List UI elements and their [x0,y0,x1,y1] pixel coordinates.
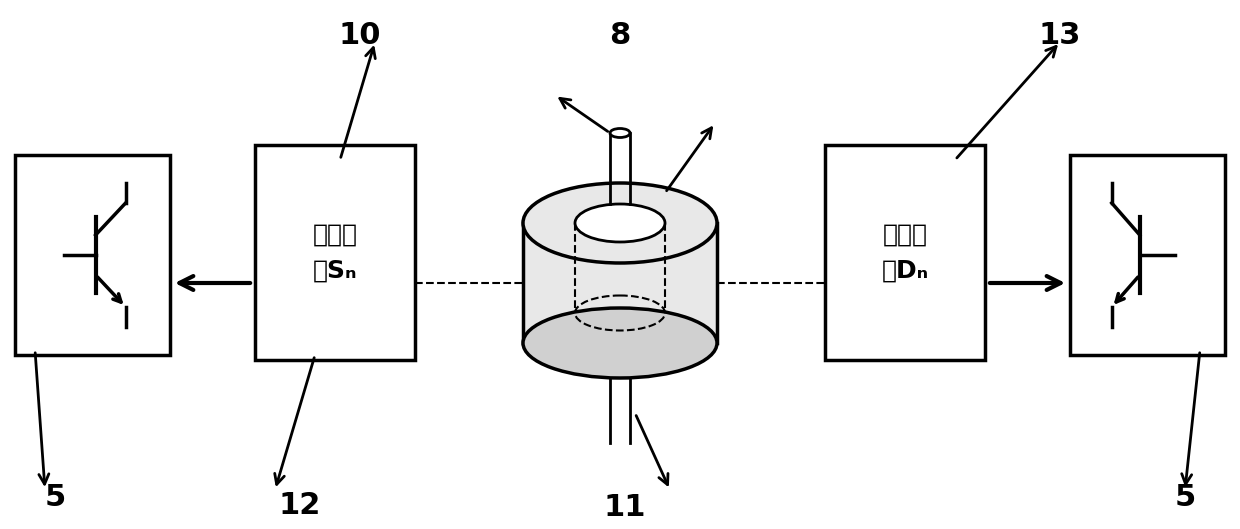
Bar [15,155,170,355]
Text: 块Sₙ: 块Sₙ [312,259,357,282]
Text: 5: 5 [1174,484,1195,513]
Text: 8: 8 [609,21,631,50]
Ellipse shape [610,129,630,138]
Text: 5: 5 [45,484,66,513]
Bar [255,145,415,360]
Text: 10: 10 [339,21,381,50]
Ellipse shape [523,308,717,378]
Ellipse shape [575,204,665,242]
Bar [825,145,985,360]
Bar [523,223,717,343]
Text: 驱动模: 驱动模 [883,223,928,247]
Ellipse shape [523,183,717,263]
Text: 11: 11 [604,494,646,523]
Text: 驱动模: 驱动模 [312,223,357,247]
Text: 块Dₙ: 块Dₙ [882,259,929,282]
Text: 12: 12 [279,490,321,519]
Bar [1070,155,1225,355]
Text: 13: 13 [1039,21,1081,50]
